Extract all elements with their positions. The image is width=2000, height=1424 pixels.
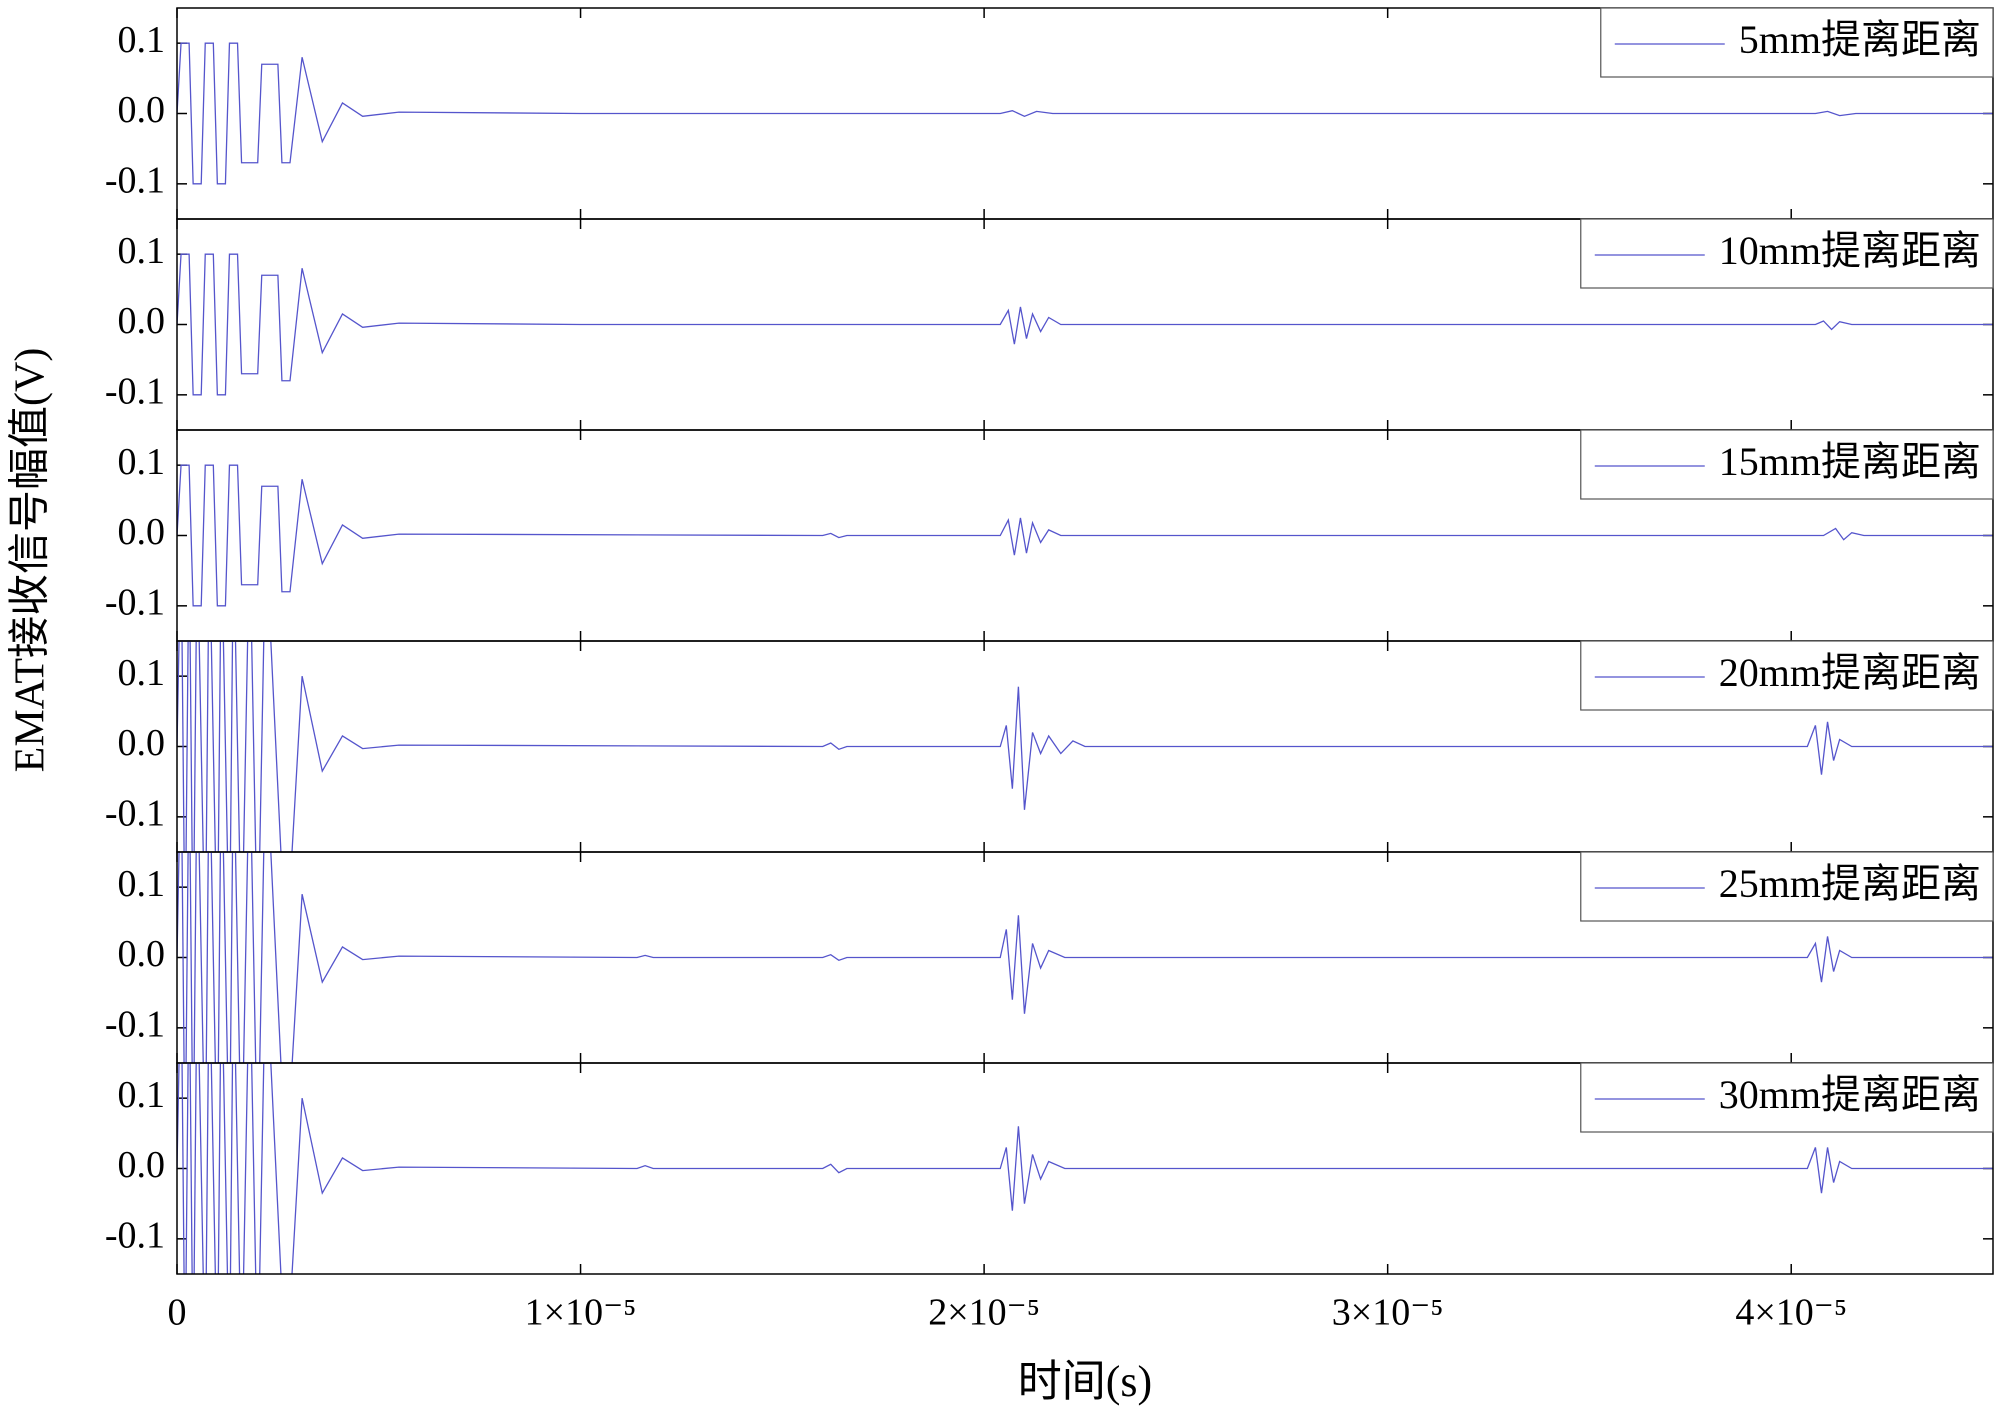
legend-box: [1580, 429, 1994, 500]
data-line: [177, 253, 1993, 396]
y-tick-label: 0.1: [118, 19, 166, 61]
legend-box: [1580, 640, 1994, 711]
y-tick-label: -0.1: [105, 371, 165, 413]
legend-box: [1600, 7, 1994, 78]
legend-box: [1580, 1062, 1994, 1133]
x-tick-label: 2×10⁻⁵: [928, 1292, 1040, 1334]
data-line: [177, 852, 1993, 1063]
y-tick-label: -0.1: [105, 793, 165, 835]
x-tick-label: 4×10⁻⁵: [1735, 1292, 1847, 1334]
x-axis-label: 时间(s): [1018, 1357, 1152, 1406]
y-tick-label: 0.0: [118, 511, 166, 553]
y-tick-label: 0.1: [118, 863, 166, 905]
x-tick-label: 1×10⁻⁵: [525, 1292, 637, 1334]
legend: 5mm提离距离: [1600, 7, 1994, 78]
y-tick-label: -0.1: [105, 1004, 165, 1046]
y-tick-label: 0.1: [118, 652, 166, 694]
x-tick-label: 3×10⁻⁵: [1332, 1292, 1444, 1334]
y-tick-label: 0.1: [118, 1074, 166, 1116]
y-tick-label: -0.1: [105, 582, 165, 624]
y-axis-label: EMAT接收信号幅值(V): [8, 348, 54, 773]
y-tick-label: 0.0: [118, 89, 166, 131]
y-tick-label: 0.0: [118, 933, 166, 975]
legend-label: 10mm提离距离: [1719, 228, 1981, 273]
legend: 10mm提离距离: [1580, 218, 1994, 289]
data-line: [177, 42, 1993, 185]
y-tick-label: 0.0: [118, 300, 166, 342]
plot-frame: [176, 1062, 1994, 1275]
legend-label: 30mm提离距离: [1719, 1072, 1981, 1117]
legend: 15mm提离距离: [1580, 429, 1994, 500]
legend-box: [1580, 218, 1994, 289]
y-tick-label: 0.0: [118, 722, 166, 764]
legend: 20mm提离距离: [1580, 640, 1994, 711]
legend: 25mm提离距离: [1580, 851, 1994, 922]
y-tick-label: 0.0: [118, 1144, 166, 1186]
legend-label: 20mm提离距离: [1719, 650, 1981, 695]
data-line: [177, 464, 1993, 607]
y-tick-label: -0.1: [105, 1215, 165, 1257]
y-tick-label: -0.1: [105, 160, 165, 202]
y-tick-label: 0.1: [118, 441, 166, 483]
legend-label: 15mm提离距离: [1719, 439, 1981, 484]
x-tick-label: 0: [168, 1292, 187, 1334]
y-tick-label: 0.1: [118, 230, 166, 272]
data-line: [177, 1063, 1993, 1274]
legend-label: 25mm提离距离: [1719, 861, 1981, 906]
legend-label: 5mm提离距离: [1739, 17, 1981, 62]
legend-box: [1580, 851, 1994, 922]
data-line: [177, 641, 1993, 852]
legend: 30mm提离距离: [1580, 1062, 1994, 1133]
